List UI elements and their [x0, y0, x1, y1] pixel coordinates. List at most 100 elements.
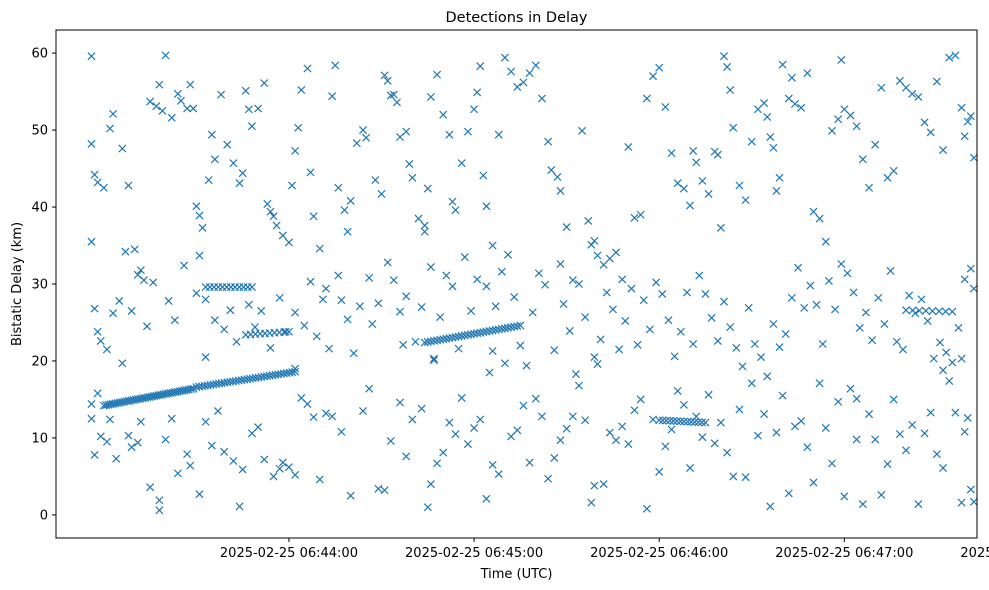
data-point-x-marker	[105, 415, 115, 424]
x-tick-label: 2025-02-25 06:48:00	[960, 546, 989, 561]
data-point-x-marker	[895, 76, 904, 85]
data-point-x-marker	[334, 183, 343, 192]
data-point-x-marker	[892, 337, 901, 346]
data-point-x-marker	[963, 413, 972, 422]
data-point-x-marker	[426, 263, 435, 272]
data-point-x-marker	[217, 90, 226, 99]
data-point-x-marker	[383, 76, 392, 85]
data-point-x-marker	[689, 340, 698, 349]
data-point-x-marker	[537, 412, 546, 421]
data-point-x-marker	[500, 324, 509, 333]
data-point-x-marker	[562, 223, 571, 232]
data-point-x-marker	[124, 431, 133, 440]
data-point-x-marker	[291, 470, 300, 479]
data-point-x-marker	[355, 302, 364, 311]
data-point-x-marker	[510, 293, 519, 302]
data-point-x-marker	[161, 435, 170, 444]
data-point-x-marker	[587, 498, 596, 507]
data-point-x-marker	[442, 271, 451, 280]
data-point-x-marker	[402, 292, 411, 301]
data-point-x-marker	[201, 295, 210, 304]
data-point-x-marker	[337, 427, 346, 436]
data-point-x-marker	[815, 379, 824, 388]
data-point-x-marker	[491, 302, 500, 311]
data-point-x-marker	[868, 336, 877, 345]
data-point-x-marker	[346, 491, 355, 500]
data-point-x-marker	[775, 173, 784, 182]
y-tick-label: 0	[40, 508, 48, 523]
data-point-x-marker	[584, 216, 593, 225]
data-point-x-marker	[118, 359, 127, 368]
data-point-x-marker	[797, 103, 806, 112]
data-point-x-marker	[861, 308, 870, 317]
data-point-x-marker	[223, 140, 232, 149]
data-point-x-marker	[864, 410, 874, 419]
chart-title: Detections in Delay	[445, 10, 587, 26]
data-point-x-marker	[939, 146, 948, 155]
data-point-x-marker	[198, 223, 207, 232]
data-point-x-marker	[809, 207, 818, 216]
data-point-x-marker	[482, 494, 491, 503]
data-point-x-marker	[636, 395, 645, 404]
data-point-x-marker	[821, 237, 830, 246]
data-point-x-marker	[439, 448, 448, 457]
data-point-x-marker	[966, 264, 975, 273]
data-point-x-marker	[966, 485, 975, 494]
data-point-x-marker	[837, 55, 846, 65]
data-point-x-marker	[87, 139, 96, 148]
data-point-x-marker	[448, 333, 457, 342]
data-point-x-marker	[928, 307, 937, 316]
data-point-x-marker	[516, 341, 525, 350]
data-point-x-marker	[753, 431, 762, 440]
data-point-x-marker	[127, 443, 136, 452]
data-point-x-marker	[852, 122, 861, 131]
data-point-x-marker	[787, 73, 796, 82]
data-point-x-marker	[118, 144, 127, 153]
data-point-x-marker	[568, 412, 577, 421]
data-point-x-marker	[713, 336, 722, 345]
data-point-x-marker	[726, 86, 735, 95]
data-point-x-marker	[716, 223, 725, 232]
data-point-x-marker	[420, 338, 429, 347]
y-tick-label: 40	[31, 201, 48, 216]
data-point-x-marker	[908, 420, 917, 429]
data-point-x-marker	[806, 281, 815, 290]
data-point-x-marker	[315, 475, 324, 484]
data-point-x-marker	[260, 455, 269, 464]
data-point-x-marker	[516, 321, 525, 330]
data-point-x-marker	[843, 269, 852, 278]
data-point-x-marker	[686, 201, 695, 210]
data-point-x-marker	[488, 460, 497, 469]
data-point-x-marker	[630, 213, 639, 222]
data-point-x-marker	[186, 385, 196, 394]
data-point-x-marker	[686, 463, 695, 472]
data-point-x-marker	[152, 102, 161, 111]
data-point-x-marker	[732, 343, 741, 352]
data-point-x-marker	[513, 322, 522, 331]
data-point-x-marker	[834, 115, 843, 124]
data-point-x-marker	[784, 489, 793, 498]
data-point-x-marker	[642, 504, 651, 513]
data-point-x-marker	[694, 418, 703, 427]
data-point-x-marker	[414, 214, 423, 223]
data-point-x-marker	[692, 158, 701, 167]
data-point-x-marker	[738, 362, 747, 371]
data-point-x-marker	[436, 313, 445, 322]
data-point-x-marker	[396, 398, 405, 407]
data-point-x-marker	[513, 426, 522, 435]
data-point-x-marker	[420, 221, 429, 230]
data-point-x-marker	[871, 435, 880, 444]
data-point-x-marker	[266, 207, 275, 216]
data-point-x-marker	[803, 443, 812, 452]
data-point-x-marker	[667, 425, 676, 434]
data-point-x-marker	[491, 325, 500, 334]
data-point-x-marker	[599, 480, 608, 489]
data-point-x-marker	[337, 296, 346, 305]
data-point-x-marker	[433, 336, 442, 345]
data-point-x-marker	[485, 368, 494, 377]
data-point-x-marker	[275, 464, 284, 473]
data-point-x-marker	[371, 176, 380, 185]
data-point-x-marker	[238, 465, 247, 474]
data-point-x-marker	[510, 322, 519, 331]
data-point-x-marker	[288, 181, 297, 190]
